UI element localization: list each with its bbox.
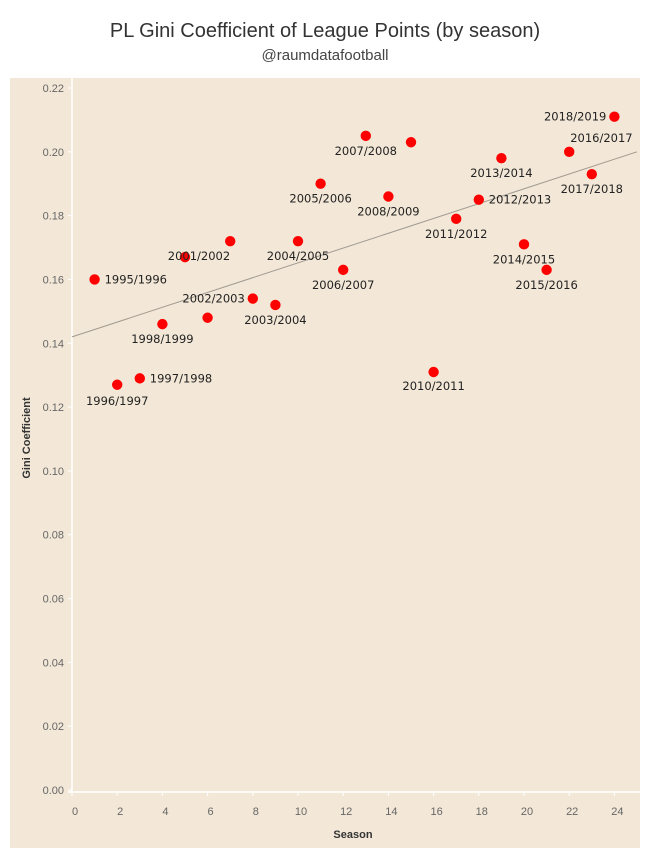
point-label: 1995/1996 [105,272,167,286]
x-tick-label: 2 [117,806,123,818]
point-label: 2010/2011 [402,379,464,393]
data-point [202,312,213,323]
point-label: 2013/2014 [470,166,532,180]
trend-line [71,151,638,338]
data-point [112,379,123,390]
point-label: 2006/2007 [312,278,374,292]
point-label: 2014/2015 [493,252,555,266]
data-point [586,168,597,180]
x-tick-label: 12 [340,806,352,818]
data-point [428,366,439,378]
point-label: 2007/2008 [335,144,397,158]
data-point [451,213,462,225]
data-point [360,130,371,142]
point-label: 2017/2018 [561,182,623,196]
data-point [134,373,145,384]
y-tick-label: 0.20 [43,147,64,159]
point-label: 2004/2005 [267,249,329,263]
data-point [89,274,100,285]
x-tick-label: 0 [72,806,78,818]
point-label: 2003/2004 [244,313,306,327]
data-point [541,264,552,276]
y-tick-label: 0.18 [43,211,64,223]
point-label: 2015/2016 [515,278,577,292]
data-point [270,299,281,311]
y-tick-label: 0.06 [43,594,64,606]
y-tick-label: 0.10 [43,466,64,478]
chart-title: PL Gini Coefficient of League Points (by… [109,20,541,42]
data-points [89,111,620,390]
data-point [247,293,258,304]
x-tick-label: 18 [476,806,488,818]
data-point [225,235,236,247]
x-tick-label: 14 [385,806,397,818]
data-point [315,178,326,189]
x-tick-label: 24 [611,806,623,818]
data-point [473,194,484,205]
x-tick-label: 4 [162,806,168,818]
point-label: 1997/1998 [150,371,212,385]
point-label: 1996/1997 [86,394,148,408]
point-label: 2012/2013 [489,193,551,207]
data-point [338,264,349,276]
data-point [383,191,394,202]
data-point [157,318,168,330]
data-point [564,146,575,158]
data-point [292,235,304,247]
x-axis-title: Season [333,829,372,841]
y-tick-label: 0.00 [43,785,64,797]
x-tick-label: 22 [566,806,578,818]
y-tick-label: 0.16 [43,274,64,286]
y-tick-label: 0.04 [43,657,64,669]
point-label: 2001/2002 [168,249,230,263]
x-tick-label: 6 [208,806,214,818]
x-axis: 0 2 4 6 8 10 12 14 16 18 20 22 24 [71,792,624,818]
data-point [405,137,417,148]
data-point [496,153,507,164]
x-tick-label: 20 [521,806,533,818]
point-label: 2018/2019 [544,110,606,124]
y-axis-title: Gini Coefficient [21,397,33,479]
x-tick-label: 10 [295,806,307,818]
x-tick-label: 16 [430,806,442,818]
point-label: 2002/2003 [182,292,244,306]
point-label: 1998/1999 [131,332,193,346]
data-point [609,111,620,122]
chart-subtitle: @raumdatafootball [261,47,389,64]
y-axis: 0.00 0.02 0.04 0.06 0.08 0.10 0.12 0.14 0.16 0.18… [43,83,72,797]
x-tick-label: 8 [253,806,259,818]
data-point [179,251,191,263]
point-label: 2008/2009 [357,204,419,218]
plot-background [10,78,640,848]
y-tick-label: 0.08 [43,530,64,542]
y-tick-label: 0.22 [43,83,64,95]
y-tick-label: 0.12 [43,402,64,414]
data-point [518,239,530,250]
point-label: 2016/2017 [570,131,632,145]
y-tick-label: 0.02 [43,721,64,733]
point-label: 2011/2012 [425,227,487,241]
y-tick-label: 0.14 [43,338,64,350]
point-label: 2005/2006 [289,192,351,206]
